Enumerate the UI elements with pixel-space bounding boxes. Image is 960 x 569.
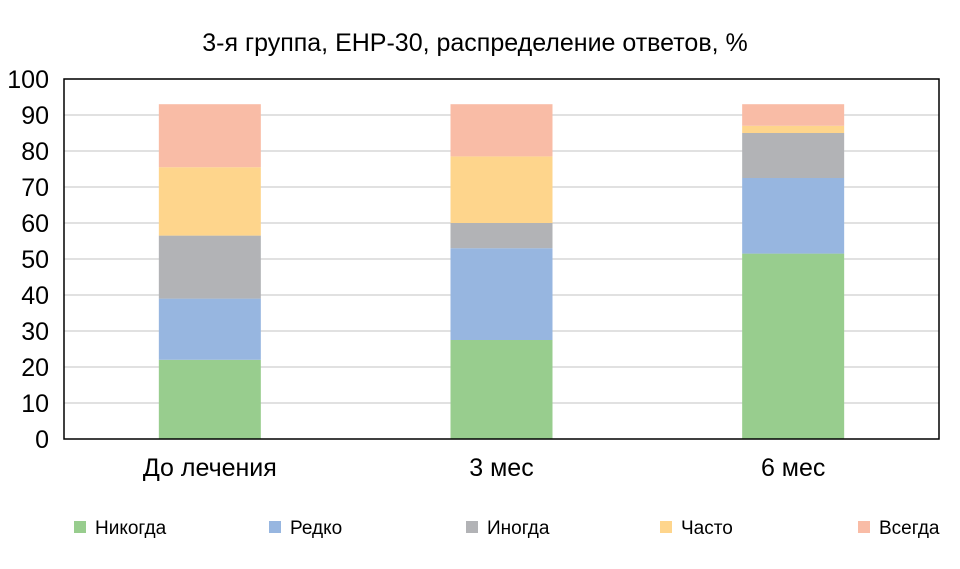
bar-segment [450, 223, 553, 249]
legend-label: Всегда [879, 518, 940, 539]
bar-segment [742, 104, 845, 126]
x-axis-ticks: До лечения 3 мес 6 мес [143, 454, 826, 482]
y-tick-label: 20 [21, 354, 49, 382]
legend-swatch [269, 521, 281, 533]
y-tick-label: 0 [35, 426, 49, 454]
y-tick-label: 100 [7, 66, 49, 94]
axes [63, 78, 940, 440]
y-tick-label: 10 [21, 390, 49, 418]
y-tick-label: 90 [21, 102, 49, 130]
legend-swatch [466, 521, 478, 533]
bar-segment [450, 156, 553, 223]
bar-segment [450, 104, 553, 157]
bar-segment [158, 167, 261, 236]
legend-label: Никогда [95, 518, 167, 539]
legend-label: Редко [290, 518, 342, 539]
legend-swatch [74, 521, 86, 533]
bar-segment [742, 178, 845, 254]
bars [158, 104, 845, 439]
bar-segment [742, 133, 845, 178]
chart-title: 3-я группа, EHP-30, распределение ответо… [202, 29, 747, 57]
y-tick-label: 80 [21, 138, 49, 166]
bar-segment [158, 298, 261, 360]
bar-segment [158, 359, 261, 439]
y-tick-label: 60 [21, 210, 49, 238]
legend: Никогда Редко Иногда Часто Всегда [74, 518, 940, 539]
x-tick-label: 6 мес [761, 454, 825, 482]
bar-segment [742, 253, 845, 439]
y-tick-label: 40 [21, 282, 49, 310]
legend-swatch [858, 521, 870, 533]
bar-segment [742, 125, 845, 133]
plot-frame [63, 78, 940, 440]
bar-segment [450, 340, 553, 439]
y-tick-label: 30 [21, 318, 49, 346]
y-tick-label: 70 [21, 174, 49, 202]
legend-label: Иногда [487, 518, 550, 539]
y-tick-label: 50 [21, 246, 49, 274]
bar-segment [158, 104, 261, 168]
legend-label: Часто [681, 518, 733, 539]
bar-segment [158, 235, 261, 299]
x-tick-label: 3 мес [469, 454, 533, 482]
bar-segment [450, 248, 553, 340]
legend-swatch [660, 521, 672, 533]
x-tick-label: До лечения [143, 454, 277, 482]
y-axis-ticks: 0 10 20 30 40 50 60 70 80 90 100 [7, 66, 49, 454]
